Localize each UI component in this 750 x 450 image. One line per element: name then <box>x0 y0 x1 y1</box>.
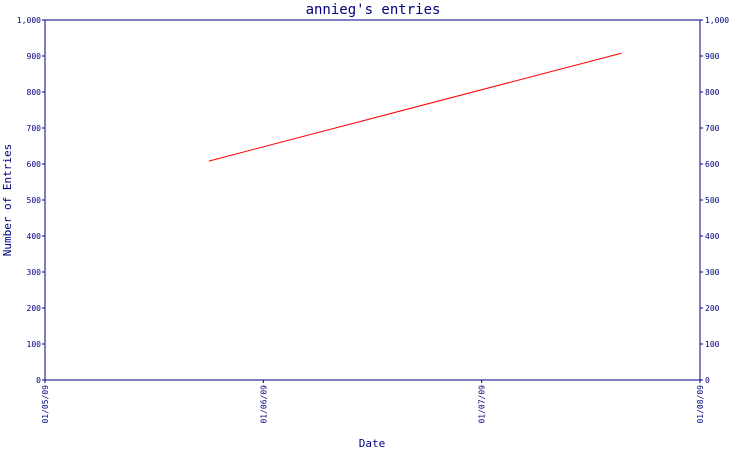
y-tick-label-right: 0 <box>705 376 710 385</box>
x-axis: 01/05/09 01/06/09 01/07/09 01/08/09 <box>41 380 705 424</box>
right-y-axis: 0 100 200 300 400 500 600 700 800 900 1,000 <box>700 16 729 385</box>
y-tick-label-left: 1,000 <box>17 16 41 25</box>
y-tick-label-left: 700 <box>27 124 42 133</box>
y-tick-label-right: 1,000 <box>705 16 729 25</box>
chart-title: annieg's entries <box>306 2 441 18</box>
left-y-axis: 0 100 200 300 400 500 600 700 800 900 1,000 <box>17 16 45 385</box>
y-tick-label-right: 800 <box>705 88 720 97</box>
y-tick-label-right: 500 <box>705 196 720 205</box>
y-tick-label-left: 100 <box>27 340 42 349</box>
y-tick-label-left: 500 <box>27 196 42 205</box>
y-tick-label-right: 200 <box>705 304 720 313</box>
plot-area <box>44 19 701 381</box>
x-tick-label: 01/06/09 <box>259 385 268 424</box>
y-tick-label-right: 600 <box>705 160 720 169</box>
y-axis-title: Number of Entries <box>1 144 14 257</box>
y-tick-label-left: 200 <box>27 304 42 313</box>
y-tick-label-right: 100 <box>705 340 720 349</box>
series-line <box>208 52 622 162</box>
y-tick-label-left: 800 <box>27 88 42 97</box>
y-tick-label-right: 300 <box>705 268 720 277</box>
y-tick-label-right: 400 <box>705 232 720 241</box>
y-tick-label-right: 700 <box>705 124 720 133</box>
y-tick-label-right: 900 <box>705 52 720 61</box>
x-axis-title: Date <box>359 437 386 450</box>
x-tick-label: 01/05/09 <box>41 385 50 424</box>
y-tick-label-left: 900 <box>27 52 42 61</box>
y-tick-label-left: 400 <box>27 232 42 241</box>
y-tick-label-left: 0 <box>36 376 41 385</box>
x-tick-label: 01/08/09 <box>696 385 705 424</box>
series-layer <box>208 52 622 162</box>
y-tick-label-left: 300 <box>27 268 42 277</box>
y-tick-label-left: 600 <box>27 160 42 169</box>
x-tick-label: 01/07/09 <box>478 385 487 424</box>
